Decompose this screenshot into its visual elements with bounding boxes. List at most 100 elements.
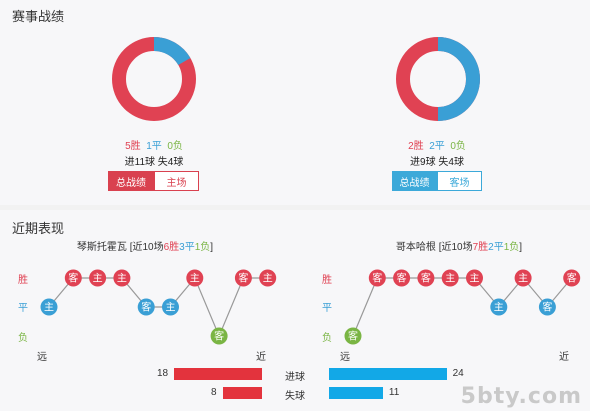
- venue-text: 客: [542, 301, 552, 314]
- tab-away[interactable]: 客场: [437, 171, 482, 191]
- trend-line: [48, 276, 268, 338]
- wins-text: 6胜: [163, 242, 180, 253]
- summary-prefix: [近10场: [435, 242, 473, 253]
- far-label: 远: [340, 352, 350, 363]
- tab-overall[interactable]: 总战绩: [392, 171, 437, 191]
- right-conceded-bar: [329, 387, 383, 399]
- scored-label: 进球: [285, 372, 305, 383]
- venue-text: 主: [518, 273, 528, 285]
- summary-prefix: [近10场: [126, 242, 164, 253]
- venue-text: 客: [238, 272, 248, 285]
- venue-text: 主: [44, 302, 54, 314]
- left-scored-bar: [173, 368, 262, 380]
- venue-text: 客: [141, 301, 151, 314]
- draws-text: 2平: [488, 242, 504, 253]
- donut-chart-right: [396, 37, 480, 121]
- right-scored-value: 24: [452, 368, 464, 379]
- right-conceded-value: 11: [388, 387, 400, 398]
- team-name: 哥本哈根: [395, 242, 436, 253]
- match-result-marker[interactable]: 主: [466, 269, 483, 287]
- venue-text: 客: [348, 330, 358, 343]
- venue-text: 主: [93, 273, 103, 285]
- toggle-left: 总战绩 主场: [108, 171, 199, 191]
- venue-text: 主: [263, 273, 273, 285]
- match-result-marker[interactable]: 主: [113, 269, 131, 287]
- match-result-marker[interactable]: 客: [393, 269, 411, 287]
- donut-chart-left: [112, 37, 196, 121]
- axis-draw-label: 平: [18, 303, 28, 314]
- match-result-marker[interactable]: 客: [64, 269, 82, 287]
- summary-suffix: ]: [210, 242, 214, 253]
- draws-text: 1平: [146, 141, 162, 152]
- trend-title-right: 哥本哈根 [近10场7胜2平1负]: [349, 238, 569, 253]
- near-label: 近: [559, 352, 569, 363]
- venue-text: 主: [166, 302, 176, 314]
- left-conceded-bar: [222, 387, 262, 399]
- venue-text: 主: [494, 302, 504, 314]
- losses-text: 0负: [167, 141, 183, 152]
- left-scored-value: 18: [157, 368, 169, 379]
- trend-line: [352, 277, 573, 337]
- far-label: 远: [37, 352, 47, 363]
- axis-win-label: 胜: [322, 275, 332, 286]
- venue-text: 客: [214, 330, 224, 343]
- tab-home[interactable]: 主场: [154, 171, 199, 191]
- losses-text: 0负: [450, 141, 466, 152]
- match-record-section: 赛事战绩 5胜 1平 0负 进11球 失4球 总战绩 主场 2胜 2平 0负 进…: [0, 0, 590, 205]
- match-result-marker[interactable]: 客: [417, 269, 435, 287]
- match-result-marker[interactable]: 主: [441, 269, 459, 287]
- section-title: 赛事战绩: [12, 9, 65, 24]
- goals-left: 进11球 失4球: [124, 157, 184, 168]
- left-conceded-value: 8: [211, 387, 217, 398]
- axis-draw-label: 平: [322, 303, 332, 314]
- match-result-marker[interactable]: 客: [210, 327, 228, 345]
- form-trend-left: 主客主主客 主主客客主: [40, 269, 277, 345]
- venue-text: 客: [397, 272, 407, 285]
- venue-text: 主: [445, 273, 455, 285]
- near-label: 近: [256, 352, 266, 363]
- match-result-marker[interactable]: 客: [563, 269, 581, 287]
- conceded-label: 失球: [285, 391, 305, 402]
- venue-text: 客: [68, 272, 78, 285]
- goals-right: 进9球 失4球: [410, 157, 464, 168]
- record-left: 5胜 1平 0负: [84, 137, 224, 152]
- losses-text: 1负: [194, 242, 211, 253]
- team-name: 琴斯托霍瓦: [76, 242, 127, 253]
- section-title: 近期表现: [12, 221, 65, 236]
- right-scored-bar: [329, 368, 447, 380]
- match-result-marker[interactable]: 主: [162, 298, 179, 316]
- venue-text: 主: [470, 273, 480, 285]
- axis-loss-label: 负: [18, 333, 28, 344]
- venue-text: 客: [567, 272, 577, 285]
- venue-text: 客: [372, 272, 382, 285]
- summary-suffix: ]: [519, 242, 523, 253]
- match-result-marker[interactable]: 主: [186, 269, 204, 287]
- form-trend-right: 客客客客主主主主客客: [344, 269, 581, 345]
- draws-text: 3平: [179, 242, 195, 253]
- axis-loss-label: 负: [322, 333, 332, 344]
- match-result-marker[interactable]: 客: [137, 298, 155, 316]
- venue-text: 主: [117, 273, 127, 285]
- venue-text: 主: [190, 273, 200, 285]
- wins-text: 5胜: [125, 141, 141, 152]
- tab-overall[interactable]: 总战绩: [108, 171, 154, 191]
- match-result-marker[interactable]: 主: [40, 298, 58, 316]
- match-result-marker[interactable]: 主: [490, 298, 508, 316]
- match-result-marker[interactable]: 主: [514, 269, 532, 287]
- match-result-marker[interactable]: 客: [344, 327, 362, 345]
- match-result-marker[interactable]: 客: [234, 269, 252, 287]
- trend-title-left: 琴斯托霍瓦 [近10场6胜3平1负]: [35, 238, 255, 253]
- recent-form-section: 近期表现 琴斯托霍瓦 [近10场6胜3平1负] 哥本哈根 [近10场7胜2平1负…: [0, 210, 590, 411]
- losses-text: 1负: [503, 242, 520, 253]
- toggle-right: 总战绩 客场: [392, 171, 482, 191]
- match-result-marker[interactable]: 主: [259, 269, 277, 287]
- match-result-marker[interactable]: 客: [538, 298, 556, 316]
- wins-text: 2胜: [408, 141, 424, 152]
- axis-win-label: 胜: [18, 275, 28, 286]
- watermark-logo: 5bty.com: [460, 384, 582, 409]
- wins-text: 7胜: [472, 242, 489, 253]
- match-result-marker[interactable]: 主: [89, 269, 107, 287]
- record-right: 2胜 2平 0负: [367, 137, 507, 152]
- draws-text: 2平: [429, 141, 445, 152]
- match-result-marker[interactable]: 客: [368, 269, 386, 287]
